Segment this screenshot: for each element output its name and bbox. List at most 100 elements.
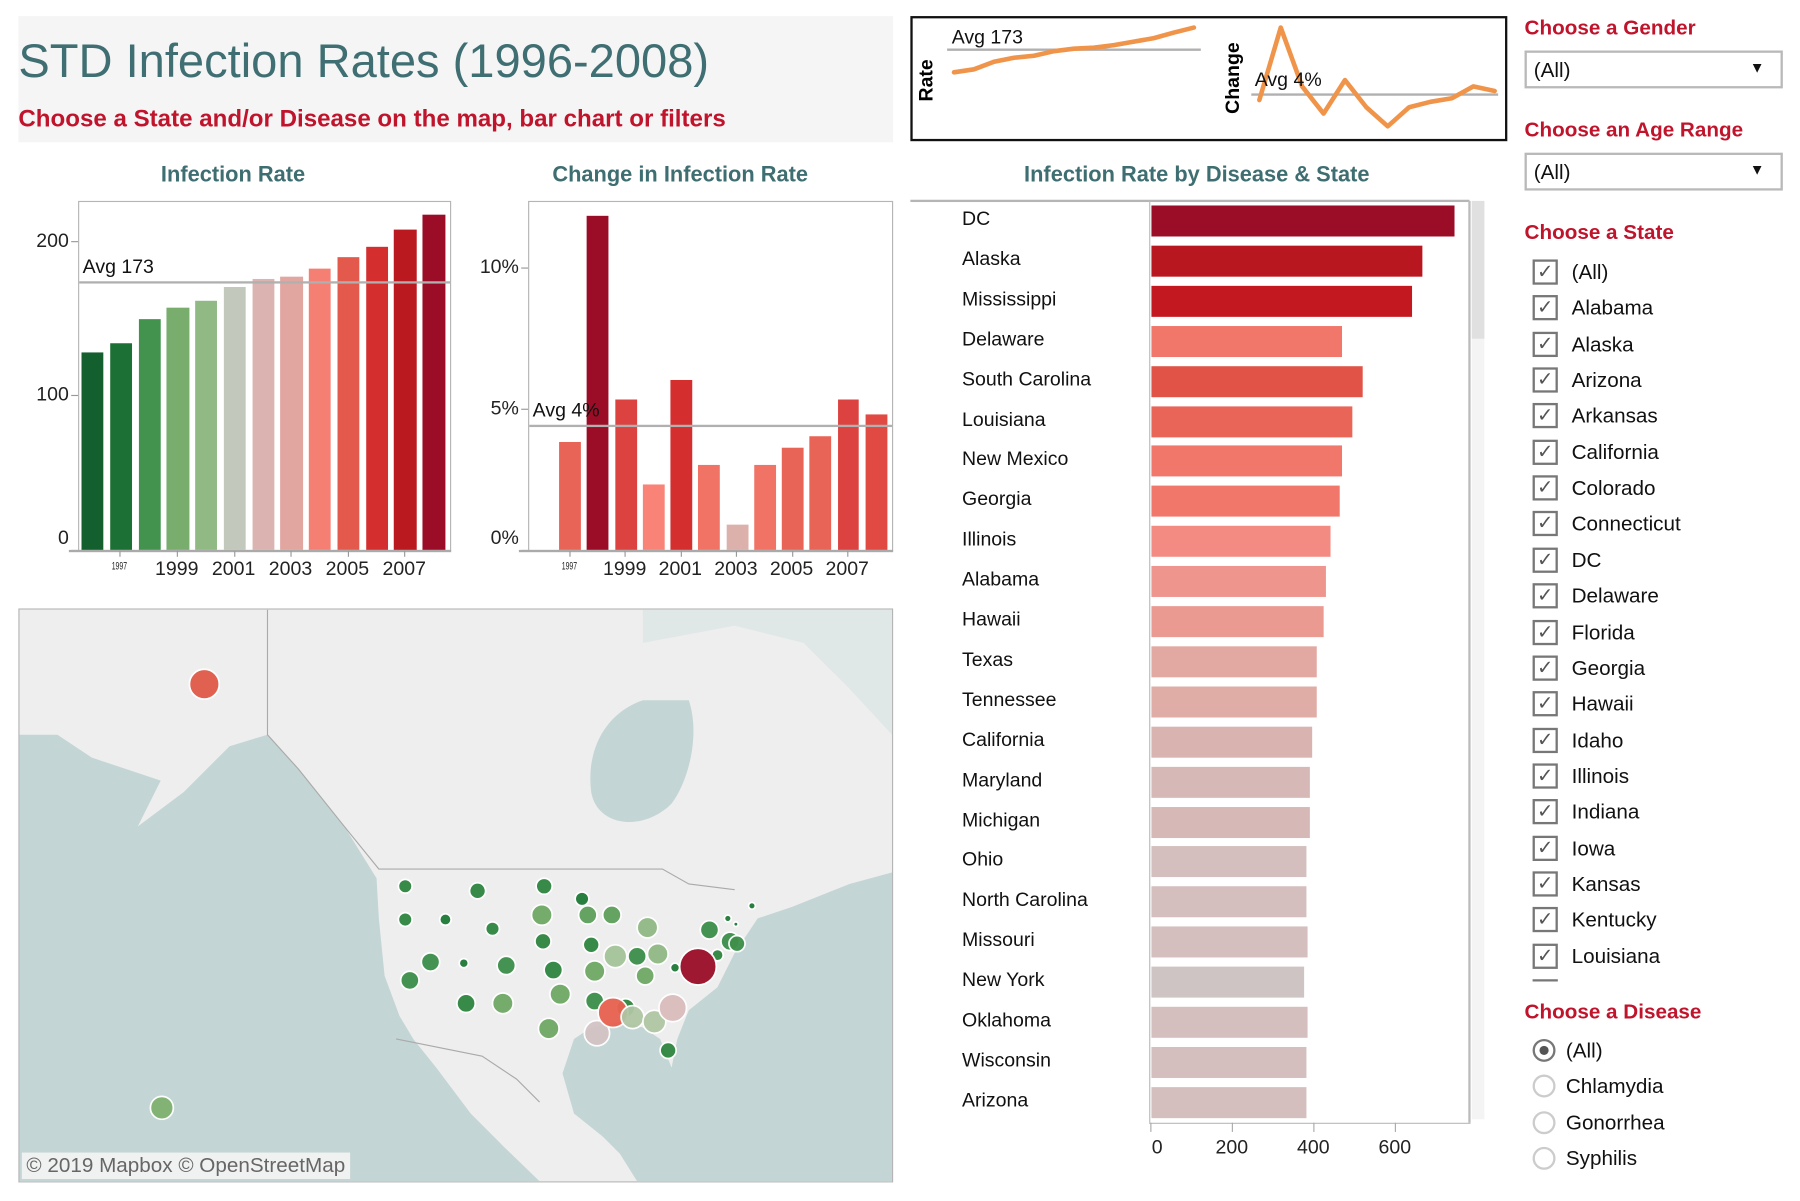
state-checkbox-delaware[interactable]: ✓ Delaware bbox=[1532, 583, 1763, 613]
state-marker[interactable] bbox=[658, 993, 688, 1023]
state-marker[interactable] bbox=[646, 942, 669, 966]
state-marker[interactable] bbox=[456, 993, 477, 1014]
state-marker[interactable] bbox=[458, 957, 470, 969]
state-bar-row[interactable]: Hawaii bbox=[910, 602, 1469, 641]
checkbox-checked-icon[interactable]: ✓ bbox=[1532, 655, 1558, 681]
state-checkbox-kansas[interactable]: ✓ Kansas bbox=[1532, 871, 1763, 901]
state-marker[interactable] bbox=[537, 1017, 560, 1040]
checkbox-checked-icon[interactable]: ✓ bbox=[1532, 367, 1558, 393]
state-marker[interactable] bbox=[747, 901, 757, 911]
state-checkbox-alaska[interactable]: ✓ Alaska bbox=[1532, 331, 1763, 361]
state-bar-row[interactable]: California bbox=[910, 722, 1469, 761]
change-rate-bar-2007[interactable] bbox=[837, 400, 860, 550]
state-marker[interactable] bbox=[577, 904, 598, 926]
change-rate-chart[interactable]: Avg 4% bbox=[528, 200, 894, 552]
state-marker[interactable] bbox=[602, 943, 628, 969]
state-marker[interactable] bbox=[583, 960, 606, 983]
change-rate-bar-1998[interactable] bbox=[587, 216, 609, 550]
infection-rate-bar-2008[interactable] bbox=[422, 214, 445, 550]
state-bar-arizona[interactable] bbox=[1151, 1086, 1307, 1118]
infection-rate-bar-2004[interactable] bbox=[308, 268, 332, 550]
checkbox-checked-icon[interactable]: ✓ bbox=[1532, 835, 1558, 861]
state-bar-delaware[interactable] bbox=[1151, 325, 1343, 357]
state-bar-row[interactable]: North Carolina bbox=[910, 882, 1469, 921]
state-checkbox-florida[interactable]: ✓ Florida bbox=[1532, 619, 1763, 649]
state-bar-row[interactable]: Texas bbox=[910, 642, 1469, 681]
state-bar-california[interactable] bbox=[1151, 726, 1313, 758]
state-checkbox-california[interactable]: ✓ California bbox=[1532, 439, 1763, 469]
state-checkbox-connecticut[interactable]: ✓ Connecticut bbox=[1532, 511, 1763, 541]
state-bar-dc[interactable] bbox=[1151, 205, 1455, 237]
state-bar-alabama[interactable] bbox=[1151, 566, 1326, 598]
state-bar-row[interactable]: Michigan bbox=[910, 802, 1469, 841]
state-bar-row[interactable]: Illinois bbox=[910, 521, 1469, 560]
radio-icon[interactable] bbox=[1532, 1074, 1556, 1098]
state-bar-south-carolina[interactable] bbox=[1151, 365, 1363, 397]
state-checkbox-hawaii[interactable]: ✓ Hawaii bbox=[1532, 691, 1763, 721]
disease-radio-chlamydia[interactable]: Chlamydia bbox=[1532, 1074, 1763, 1105]
state-bar-row[interactable]: Tennessee bbox=[910, 682, 1469, 721]
state-marker[interactable] bbox=[636, 916, 659, 939]
checkbox-checked-icon[interactable]: ✓ bbox=[1532, 799, 1558, 825]
checkbox-checked-icon[interactable]: ✓ bbox=[1532, 619, 1558, 645]
state-marker[interactable] bbox=[397, 911, 413, 928]
state-bar-row[interactable]: DC bbox=[910, 201, 1469, 240]
state-checkbox-alabama[interactable]: ✓ Alabama bbox=[1532, 295, 1763, 325]
state-checkbox-illinois[interactable]: ✓ Illinois bbox=[1532, 763, 1763, 793]
checkbox-checked-icon[interactable]: ✓ bbox=[1532, 475, 1558, 501]
change-rate-bar-2000[interactable] bbox=[642, 484, 665, 550]
state-marker[interactable] bbox=[723, 914, 733, 923]
state-checkbox-louisiana[interactable]: ✓ Louisiana bbox=[1532, 943, 1763, 973]
checkbox-checked-icon[interactable]: ✓ bbox=[1532, 259, 1558, 285]
state-bar-row[interactable]: Delaware bbox=[910, 321, 1469, 360]
state-checkbox-kentucky[interactable]: ✓ Kentucky bbox=[1532, 907, 1763, 937]
state-bar-illinois[interactable] bbox=[1151, 525, 1331, 557]
state-bar-texas[interactable] bbox=[1151, 646, 1317, 678]
state-bar-tennessee[interactable] bbox=[1151, 686, 1317, 718]
state-checkbox-georgia[interactable]: ✓ Georgia bbox=[1532, 655, 1763, 685]
map[interactable]: © 2019 Mapbox © OpenStreetMap bbox=[18, 608, 894, 1183]
scrollbar-thumb[interactable] bbox=[1471, 200, 1485, 339]
age-dropdown[interactable]: (All) ▼ bbox=[1524, 152, 1783, 191]
infection-rate-bar-1996[interactable] bbox=[81, 352, 104, 550]
checkbox-checked-icon[interactable]: ✓ bbox=[1532, 547, 1558, 573]
change-rate-bar-2004[interactable] bbox=[754, 465, 776, 550]
infection-rate-bar-1999[interactable] bbox=[166, 307, 189, 550]
disease-radio-syphilis[interactable]: Syphilis bbox=[1532, 1147, 1763, 1177]
state-marker[interactable] bbox=[397, 878, 413, 895]
state-marker[interactable] bbox=[534, 932, 552, 951]
state-bar-row[interactable]: Georgia bbox=[910, 481, 1469, 520]
infection-rate-bar-2003[interactable] bbox=[280, 276, 303, 550]
checkbox-checked-icon[interactable]: ✓ bbox=[1532, 439, 1558, 465]
change-rate-bar-2002[interactable] bbox=[698, 465, 721, 550]
state-checkbox-iowa[interactable]: ✓ Iowa bbox=[1532, 835, 1763, 865]
state-checkbox-indiana[interactable]: ✓ Indiana bbox=[1532, 799, 1763, 829]
state-bar-michigan[interactable] bbox=[1151, 806, 1310, 838]
state-marker[interactable] bbox=[491, 992, 515, 1015]
state-checkbox-all[interactable]: ✓ (All) bbox=[1532, 259, 1763, 289]
disease-radio-all[interactable]: (All) bbox=[1532, 1038, 1763, 1069]
map-attribution[interactable]: © 2019 Mapbox © OpenStreetMap bbox=[21, 1152, 350, 1179]
state-bar-row[interactable]: Alaska bbox=[910, 241, 1469, 280]
state-marker[interactable] bbox=[583, 1019, 611, 1047]
state-bar-row[interactable]: Mississippi bbox=[910, 281, 1469, 320]
state-marker[interactable] bbox=[678, 947, 718, 986]
state-bar-north-carolina[interactable] bbox=[1151, 886, 1307, 918]
state-marker[interactable] bbox=[496, 955, 517, 976]
state-bar-ohio[interactable] bbox=[1151, 846, 1307, 878]
state-marker[interactable] bbox=[627, 946, 648, 967]
checkbox-checked-icon[interactable]: ✓ bbox=[1532, 907, 1558, 933]
state-marker[interactable] bbox=[601, 904, 622, 926]
state-checkbox-arkansas[interactable]: ✓ Arkansas bbox=[1532, 403, 1763, 433]
disease-radio-gonorrhea[interactable]: Gonorrhea bbox=[1532, 1111, 1763, 1141]
state-marker[interactable] bbox=[530, 903, 554, 927]
state-checkbox-partial[interactable] bbox=[1532, 979, 1763, 982]
checkbox-checked-icon[interactable]: ✓ bbox=[1532, 871, 1558, 897]
state-checkbox-dc[interactable]: ✓ DC bbox=[1532, 547, 1763, 577]
radio-icon[interactable] bbox=[1532, 1111, 1556, 1134]
infection-rate-bar-2001[interactable] bbox=[223, 287, 246, 550]
state-checkbox-colorado[interactable]: ✓ Colorado bbox=[1532, 475, 1763, 505]
state-bar-row[interactable]: Oklahoma bbox=[910, 1002, 1469, 1041]
state-bar-georgia[interactable] bbox=[1151, 485, 1340, 517]
state-bar-new-york[interactable] bbox=[1151, 966, 1305, 998]
